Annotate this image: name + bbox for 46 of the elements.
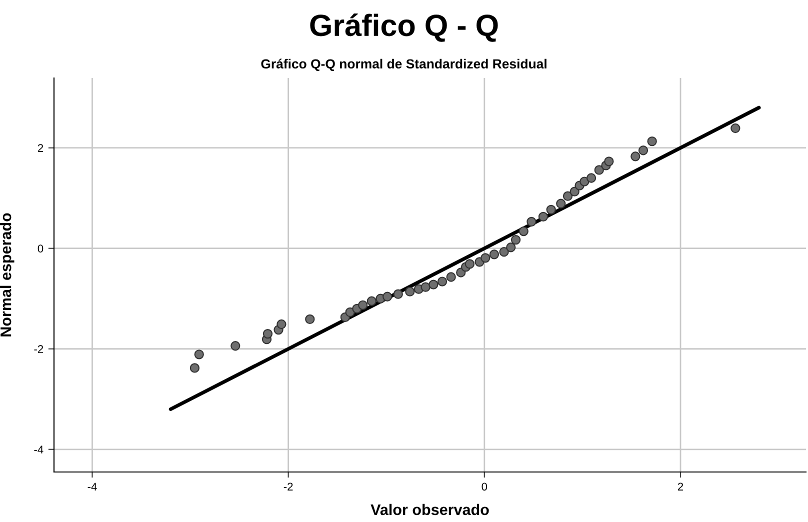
point <box>556 198 566 208</box>
point <box>480 253 490 263</box>
point <box>393 289 403 299</box>
point <box>506 242 516 252</box>
point <box>546 204 556 215</box>
point <box>526 216 536 227</box>
x-tick-label: -4 <box>88 482 97 490</box>
point <box>538 212 548 222</box>
chart-subtitle: Gráfico Q-Q normal de Standardized Residual <box>261 58 546 72</box>
point <box>382 292 392 302</box>
point <box>405 286 415 296</box>
point <box>594 165 604 175</box>
point <box>420 282 430 292</box>
point <box>518 226 528 236</box>
chart-title: Gráfico Q - Q <box>310 13 498 42</box>
point <box>358 300 368 310</box>
point <box>194 350 204 360</box>
x-tick-label: -2 <box>284 482 293 490</box>
point <box>464 259 475 269</box>
y-tick-label: -2 <box>34 345 44 353</box>
x-axis-title: Valor observado <box>370 504 489 516</box>
point <box>446 272 456 282</box>
point <box>630 152 640 162</box>
point <box>638 146 648 156</box>
point <box>730 123 740 134</box>
point <box>586 173 596 183</box>
y-axis-title: Normal esperado <box>0 213 14 336</box>
point <box>276 319 286 330</box>
point <box>510 234 521 245</box>
point <box>562 191 573 201</box>
point <box>428 280 438 290</box>
point <box>305 314 315 324</box>
point <box>499 247 509 257</box>
x-tick-label: 2 <box>678 482 684 490</box>
y-tick-label: 0 <box>38 244 44 252</box>
point <box>604 156 614 166</box>
point <box>190 363 200 373</box>
point <box>262 328 273 339</box>
y-tick-label: -4 <box>34 446 44 454</box>
point <box>489 250 500 260</box>
point <box>647 136 657 146</box>
x-tick-label: 0 <box>482 482 488 491</box>
point <box>437 276 448 286</box>
y-tick-label: 2 <box>38 144 44 152</box>
point <box>366 296 376 306</box>
point <box>230 341 240 351</box>
